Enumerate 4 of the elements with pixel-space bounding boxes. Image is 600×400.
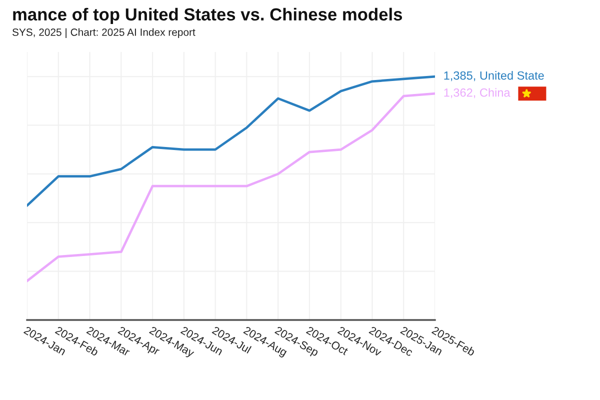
annotation: 1,385, United State [444,71,544,82]
annotation: 1,362, China [444,88,510,98]
chart-title: mance of top United States vs. Chinese models [13,8,402,24]
chart-subtitle: SYS, 2025 | Chart: 2025 AI Index report [12,28,196,38]
